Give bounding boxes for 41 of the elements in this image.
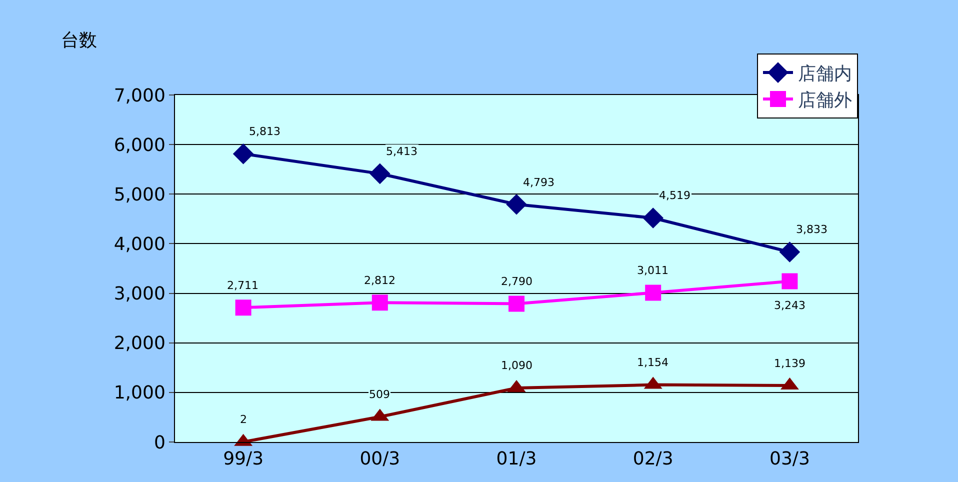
data-label: 4,519 — [659, 189, 690, 202]
x-tick-label: 01/3 — [496, 448, 537, 470]
data-label: 5,813 — [249, 125, 280, 138]
point — [779, 242, 800, 262]
data-label: 3,011 — [637, 264, 668, 277]
data-label: 509 — [369, 388, 390, 401]
data-label: 5,413 — [386, 145, 418, 158]
x-tick-label: 03/3 — [769, 448, 810, 470]
y-tick-label: 7,000 — [114, 85, 166, 106]
point — [645, 284, 662, 301]
y-axis-title: 台数 — [61, 30, 97, 51]
data-label: 1,154 — [637, 356, 668, 369]
data-label: 2,790 — [501, 275, 532, 288]
legend-label: 店舗外 — [798, 90, 852, 111]
y-tick-label: 6,000 — [114, 134, 166, 156]
data-label: 1,139 — [774, 357, 806, 370]
data-label: 1,090 — [501, 359, 532, 372]
data-label: 2,812 — [364, 274, 396, 287]
x-tick-label: 00/3 — [360, 448, 400, 470]
data-label: 2,711 — [227, 279, 258, 292]
data-label: 3,833 — [796, 223, 828, 236]
x-tick-label: 02/3 — [632, 448, 674, 470]
y-tick-label: 4,000 — [114, 234, 166, 256]
legend-label: 店舗内 — [798, 64, 852, 85]
data-label: 3,243 — [774, 299, 806, 312]
data-label: 4,793 — [523, 176, 554, 189]
y-tick-label: 2,000 — [114, 333, 166, 354]
point — [370, 163, 390, 184]
data-label: 2 — [240, 413, 247, 426]
point — [782, 273, 798, 290]
y-tick-label: 5,000 — [114, 184, 166, 206]
point — [506, 194, 527, 215]
point — [372, 294, 388, 311]
y-tick-label: 0 — [154, 432, 166, 454]
point — [642, 208, 664, 228]
y-tick-label: 3,000 — [114, 284, 166, 305]
y-tick-label: 1,000 — [114, 382, 166, 404]
x-tick-label: 99/3 — [223, 448, 264, 470]
point — [508, 296, 524, 312]
point — [232, 143, 254, 164]
point — [235, 300, 252, 316]
